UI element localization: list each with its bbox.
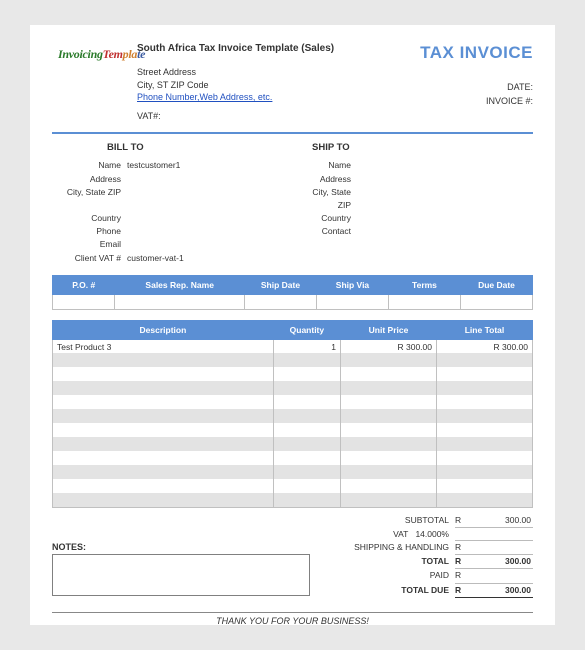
bill-name-value: testcustomer1 (127, 159, 302, 172)
due-label: TOTAL DUE (318, 584, 455, 598)
col-shipvia: Ship Via (316, 275, 388, 294)
order-info-table: P.O. # Sales Rep. Name Ship Date Ship Vi… (52, 275, 533, 310)
total-label: TOTAL (318, 555, 455, 569)
shipping-label: SHIPPING & HANDLING (318, 541, 455, 555)
totals-section: SUBTOTAL R 300.00 VAT 14.000% SHIPPING &… (318, 514, 533, 598)
line-item-row (53, 465, 533, 479)
invoice-meta: DATE: INVOICE #: (486, 80, 533, 109)
bill-to-heading: BILL TO (52, 142, 302, 153)
ship-name-value (357, 159, 533, 172)
invoice-no-label: INVOICE #: (486, 94, 533, 108)
total-value: 300.00 (471, 555, 533, 569)
bill-phone-label: Phone (52, 225, 127, 238)
bill-address-label: Address (52, 173, 127, 186)
vat-label: VAT (393, 529, 408, 539)
bill-phone-value (127, 225, 302, 238)
bill-ship-headings: BILL TO SHIP TO (52, 142, 533, 153)
contact-link[interactable]: Phone Number,Web Address, etc. (137, 92, 272, 102)
street-line: Street Address (137, 66, 533, 79)
ship-name-label: Name (302, 159, 357, 172)
ship-csz-label: City, State ZIP (302, 186, 357, 212)
line-item-row (53, 479, 533, 493)
col-price: Unit Price (340, 320, 436, 339)
invoice-page: InvoicingTemplate South Africa Tax Invoi… (30, 25, 555, 625)
ship-country-value (357, 212, 533, 225)
line-item-row (53, 367, 533, 381)
bill-vat-label: Client VAT # (52, 252, 127, 265)
paid-value (471, 569, 533, 583)
header-row: South Africa Tax Invoice Template (Sales… (137, 43, 533, 63)
item-total: R 300.00 (436, 339, 532, 353)
ship-address-value (357, 173, 533, 186)
col-terms: Terms (388, 275, 460, 294)
notes-label: NOTES: (52, 542, 310, 552)
subtotal-label: SUBTOTAL (318, 514, 455, 528)
ship-contact-label: Contact (302, 225, 357, 238)
bill-address-value (127, 173, 302, 186)
line-item-row (53, 395, 533, 409)
ship-country-label: Country (302, 212, 357, 225)
due-currency: R (455, 584, 471, 598)
bill-name-label: Name (52, 159, 127, 172)
col-desc: Description (53, 320, 274, 339)
bill-csz-label: City, State ZIP (52, 186, 127, 212)
divider (52, 132, 533, 134)
item-desc: Test Product 3 (53, 339, 274, 353)
order-info-row (53, 294, 533, 309)
line-item-row (53, 353, 533, 367)
city-line: City, ST ZIP Code (137, 79, 533, 92)
line-item-row (53, 451, 533, 465)
item-price: R 300.00 (340, 339, 436, 353)
bill-country-value (127, 212, 302, 225)
line-item-row (53, 381, 533, 395)
col-po: P.O. # (53, 275, 115, 294)
line-item-row: Test Product 3 1 R 300.00 R 300.00 (53, 339, 533, 353)
shipping-value (471, 541, 533, 555)
col-shipdate: Ship Date (244, 275, 316, 294)
company-address: Street Address City, ST ZIP Code Phone N… (137, 66, 533, 122)
brand-logo: InvoicingTemplate (58, 47, 145, 62)
ship-to-heading: SHIP TO (302, 142, 533, 153)
paid-currency: R (455, 569, 471, 583)
shipping-currency: R (455, 541, 471, 555)
footer-area: NOTES: SUBTOTAL R 300.00 VAT 14.000% SHI… (52, 514, 533, 598)
notes-field[interactable] (52, 554, 310, 596)
tax-invoice-heading: TAX INVOICE (420, 43, 533, 63)
subtotal-currency: R (455, 514, 471, 528)
vat-currency (455, 528, 471, 541)
item-qty: 1 (273, 339, 340, 353)
col-duedate: Due Date (460, 275, 532, 294)
line-item-row (53, 423, 533, 437)
paid-label: PAID (318, 569, 455, 583)
line-items-table: Description Quantity Unit Price Line Tot… (52, 320, 533, 508)
ship-address-label: Address (302, 173, 357, 186)
col-qty: Quantity (273, 320, 340, 339)
bill-email-label: Email (52, 238, 127, 251)
total-currency: R (455, 555, 471, 569)
thank-you-message: THANK YOU FOR YOUR BUSINESS! (52, 612, 533, 626)
company-vat-label: VAT#: (137, 110, 533, 123)
template-title: South Africa Tax Invoice Template (Sales… (137, 43, 334, 63)
due-value: 300.00 (471, 584, 533, 598)
bill-csz-value (127, 186, 302, 212)
ship-csz-value (357, 186, 533, 212)
subtotal-value: 300.00 (471, 514, 533, 528)
ship-contact-value (357, 225, 533, 238)
col-rep: Sales Rep. Name (115, 275, 245, 294)
vat-value (471, 528, 533, 541)
vat-pct: 14.000% (415, 529, 449, 539)
bill-country-label: Country (52, 212, 127, 225)
bill-vat-value: customer-vat-1 (127, 252, 302, 265)
line-item-row (53, 437, 533, 451)
notes-section: NOTES: (52, 542, 310, 598)
col-linetotal: Line Total (436, 320, 532, 339)
date-label: DATE: (486, 80, 533, 94)
line-item-row (53, 409, 533, 423)
line-item-row (53, 493, 533, 507)
bill-email-value (127, 238, 302, 251)
